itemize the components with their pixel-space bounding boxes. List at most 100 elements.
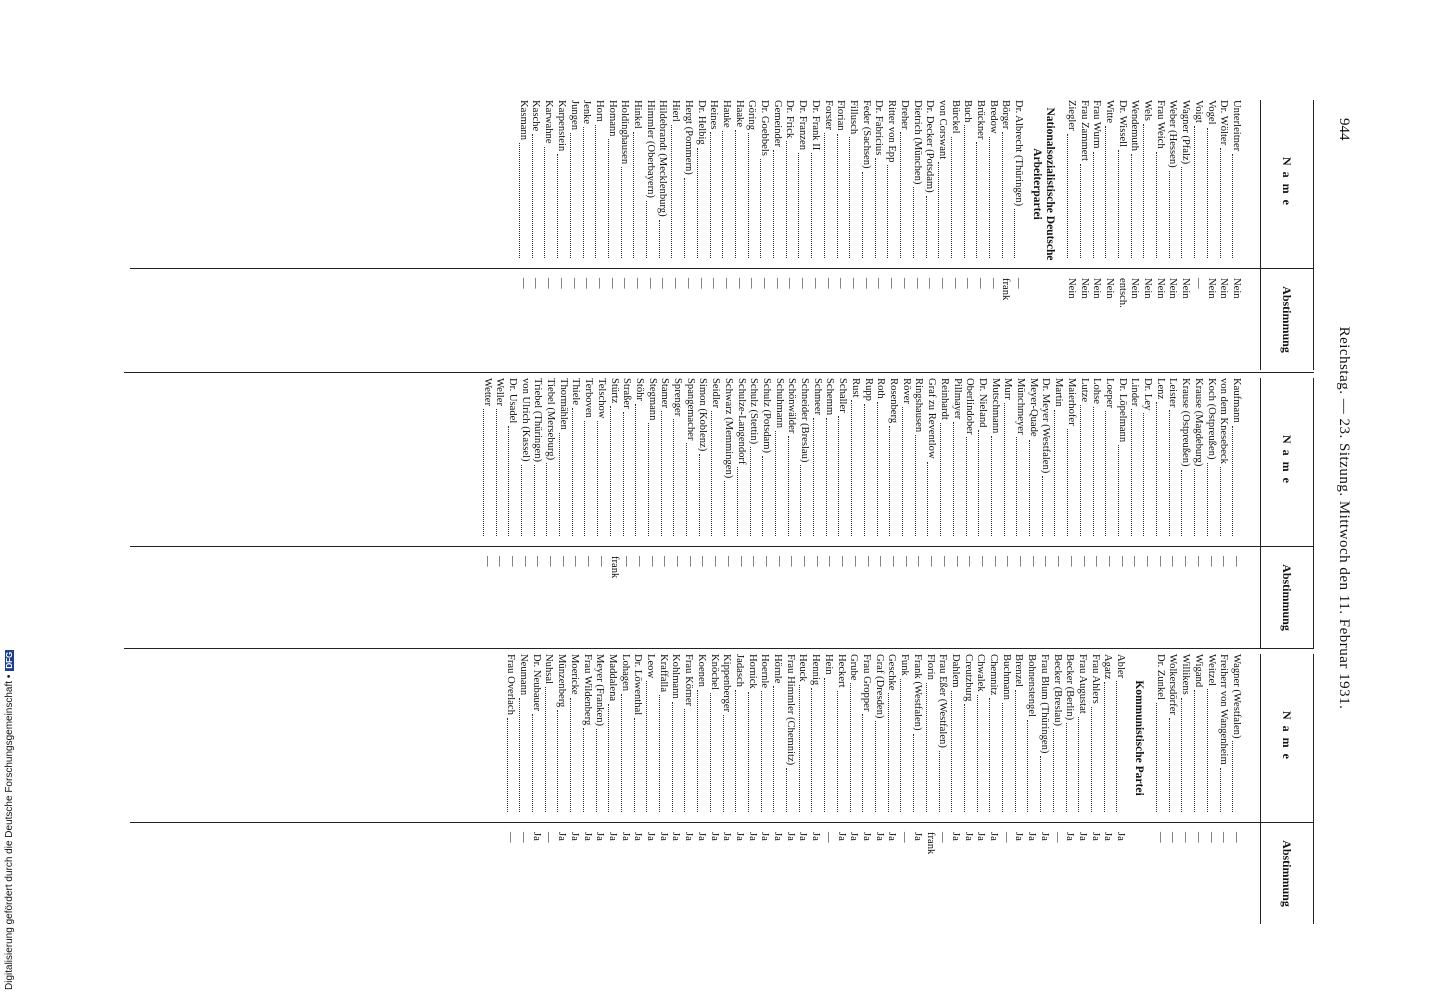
row: Börger frank (999, 100, 1011, 370)
dot-leader (1232, 425, 1234, 536)
name-cell: Weber (Hessen) (1166, 100, 1178, 260)
vote-cell: — (936, 278, 948, 289)
name-cell: Spangemacher (683, 378, 696, 538)
vote-cell: — (987, 278, 999, 289)
dot-leader (836, 690, 838, 812)
dot-leader (658, 219, 660, 258)
member-name: Dahlem (949, 654, 961, 688)
row: Schönwälder — (785, 378, 798, 648)
member-name: Rust (849, 378, 861, 398)
row: Murr — (1001, 378, 1013, 648)
column-group: Name Abstimmung Wagner (Westfalen) — Freiher… (504, 654, 1314, 924)
dot-leader (531, 134, 533, 258)
vote-cell: Ja (1064, 832, 1076, 841)
dot-leader (607, 139, 609, 258)
name-cell: Dr. Neubauer (529, 654, 542, 814)
row: Grube Ja (847, 654, 859, 924)
vote-cell: Ja (721, 832, 733, 841)
row: Roth — (874, 378, 886, 648)
dot-leader (1219, 767, 1221, 812)
dot-leader (1090, 706, 1092, 812)
vote-cell: — (1192, 556, 1204, 567)
dot-leader (519, 698, 521, 812)
member-name: Schemm (824, 378, 836, 416)
member-name: Schönwälder (786, 378, 798, 434)
member-name: Wetter (481, 378, 493, 406)
vote-cell: — (1000, 832, 1012, 843)
dot-leader (1181, 697, 1183, 812)
row: Jadasch Ja (732, 654, 745, 924)
vote-cell: — (924, 278, 936, 289)
vote-cell: — (949, 278, 961, 289)
vote-cell: Ja (1026, 832, 1038, 841)
dot-leader (620, 694, 622, 812)
row: Wagner (Pfalz) Nein (1178, 100, 1191, 370)
name-cell: Vogel (1204, 100, 1217, 260)
vote-cell: — (938, 556, 950, 567)
name-cell: Simon (Koblenz) (696, 378, 708, 538)
member-name: von Corswant (936, 100, 948, 160)
member-name: Lohse (1091, 378, 1103, 404)
row: Schulze-Langendorf — (734, 378, 747, 648)
row: Becker (Berlin) Ja (1063, 654, 1076, 924)
vote-cell: Nein (1180, 278, 1192, 299)
dot-leader (1040, 756, 1042, 812)
vote-cell: Nein (1078, 278, 1090, 299)
row: Graf (Dresden) Ja (872, 654, 885, 924)
row: Hornick Ja (745, 654, 758, 924)
row: Witte Nein (1102, 100, 1115, 370)
dot-leader (698, 454, 700, 536)
member-name: Nuhsal (543, 654, 555, 685)
member-name: Bürckel (949, 100, 961, 134)
vote-cell: — (962, 278, 974, 289)
dot-leader (1156, 402, 1158, 536)
dot-leader (849, 683, 851, 812)
row: Wigand — (1191, 654, 1204, 924)
vote-cell: — (951, 556, 963, 567)
dot-leader (1232, 154, 1234, 258)
dot-leader (620, 167, 622, 258)
dot-leader (925, 195, 927, 258)
row: Frau Körner Ja (681, 654, 694, 924)
dot-leader (887, 165, 889, 258)
vote-cell: — (849, 556, 861, 567)
dot-leader (1143, 123, 1145, 258)
name-cell: Dahlem (948, 654, 961, 814)
name-cell: Hörnle (770, 654, 783, 814)
name-cell: Karwahne (541, 100, 554, 260)
vote-cell: — (784, 278, 796, 289)
dot-leader (862, 714, 864, 812)
row: Creutzburg Ja (961, 654, 974, 924)
name-cell: Ziegler (1064, 100, 1077, 260)
row: Ritter von Epp — (884, 100, 897, 370)
name-cell: Dr. Helbig (694, 100, 707, 260)
dot-leader (1041, 476, 1043, 536)
row: Frau Zammert Nein (1077, 100, 1090, 370)
row: Röver — (899, 378, 912, 648)
row: Buch — (961, 100, 974, 370)
member-name: Wigand (1192, 654, 1204, 688)
name-cell: Frau Wildenberg (580, 654, 593, 814)
name-cell: Dietrich (München) (910, 100, 923, 260)
name-cell: Wagner (Pfalz) (1178, 100, 1191, 260)
vote-cell: Ja (606, 832, 618, 841)
vote-cell: Ja (975, 832, 987, 841)
dot-leader (647, 423, 649, 536)
dot-leader (887, 693, 889, 812)
member-name: Neumann (518, 654, 530, 696)
name-cell: Straßer (620, 378, 632, 538)
member-name: Freiherr von Wangenheim (1218, 654, 1230, 765)
vote-cell: Ja (1089, 832, 1101, 841)
member-name: Knöchel (708, 654, 720, 690)
vote-cell: entsch. (1116, 278, 1128, 308)
row: Abler Ja (1113, 654, 1126, 924)
dot-leader (762, 456, 764, 536)
name-cell: Frau Ahlers (1088, 654, 1101, 814)
name-cell: Kasmann (516, 100, 529, 260)
member-name: Kasche (530, 100, 542, 132)
row: Dr. Neubauer Ja (529, 654, 542, 924)
vote-cell: — (1129, 556, 1141, 567)
dot-leader (635, 403, 637, 536)
vote-cell: — (862, 556, 874, 567)
